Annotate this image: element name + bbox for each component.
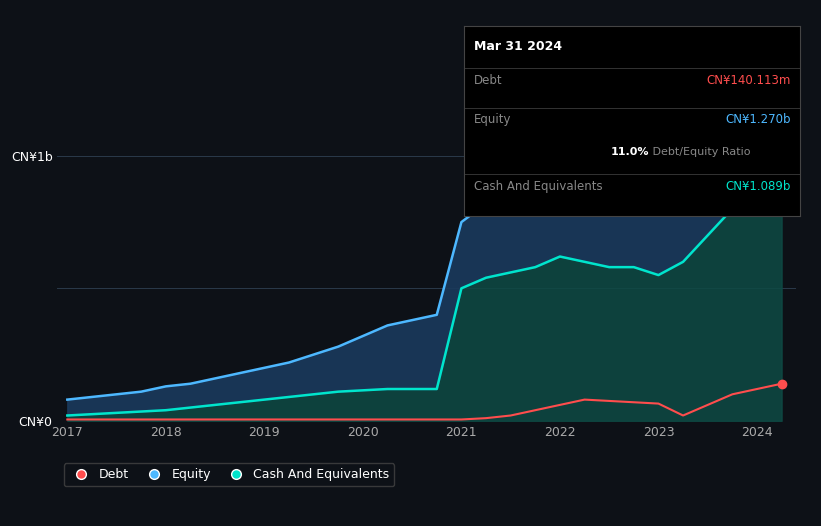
Text: 11.0%: 11.0%: [611, 147, 649, 157]
Text: Debt: Debt: [474, 74, 502, 87]
Text: Debt/Equity Ratio: Debt/Equity Ratio: [649, 147, 750, 157]
Text: CN¥1.270b: CN¥1.270b: [725, 114, 791, 126]
Legend: Debt, Equity, Cash And Equivalents: Debt, Equity, Cash And Equivalents: [64, 463, 394, 486]
Text: Mar 31 2024: Mar 31 2024: [474, 39, 562, 53]
Text: CN¥1.089b: CN¥1.089b: [725, 180, 791, 193]
Text: Cash And Equivalents: Cash And Equivalents: [474, 180, 603, 193]
Text: Equity: Equity: [474, 114, 511, 126]
Text: CN¥140.113m: CN¥140.113m: [706, 74, 791, 87]
